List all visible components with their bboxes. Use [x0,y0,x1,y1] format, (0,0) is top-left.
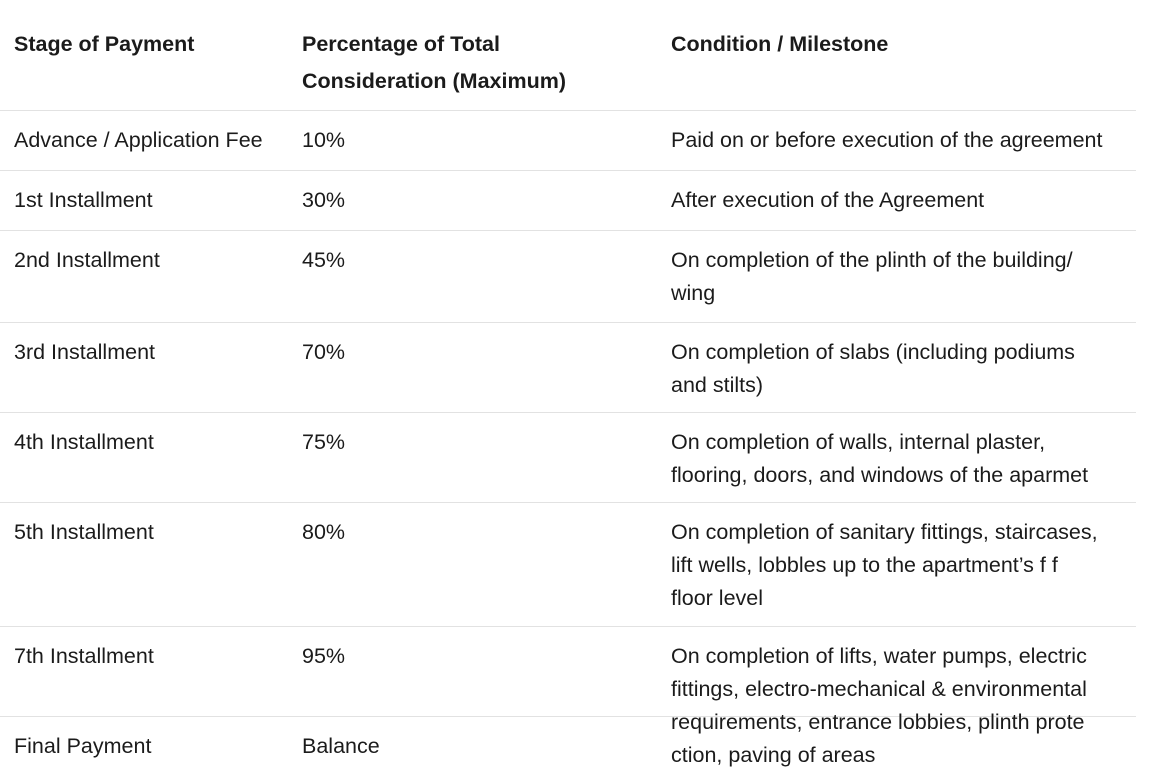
table-cell: 2nd Installment [14,248,160,272]
table-cell: 4th Installment [14,430,154,454]
table-cell: 30% [302,188,346,212]
table-cell: 45% [302,248,346,272]
table-cell: fittings, electro-mechanical & environme… [671,677,1087,701]
table-cell: 3rd Installment [14,340,156,364]
table-cell: Final Payment [14,734,152,758]
table-cell: On completion of slabs (including podium… [671,340,1075,364]
table-cell: On completion of walls, internal plaster… [671,430,1046,454]
table-cell: flooring, doors, and windows of the apar… [671,463,1089,487]
row-divider [0,412,1136,413]
table-cell: 1st Installment [14,188,153,212]
table-cell: 7th Installment [14,644,154,668]
table-cell: On completion of lifts, water pumps, ele… [671,644,1087,668]
table-cell: Paid on or before execution of the agree… [671,128,1103,152]
table-cell: lift wells, lobbles up to the apartment’… [671,553,1058,577]
row-divider [0,502,1136,503]
table-cell: On completion of the plinth of the build… [671,248,1073,272]
header-cell: Condition / Milestone [671,32,889,56]
table-cell: and stilts) [671,373,764,397]
table-cell: 10% [302,128,346,152]
table-cell: wing [671,281,716,305]
header-cell: Stage of Payment [14,32,195,56]
header-cell: Consideration (Maximum) [302,69,566,93]
header-cell: Percentage of Total [302,32,500,56]
table-cell: 70% [302,340,346,364]
row-divider [0,110,1136,111]
table-cell: Balance [302,734,380,758]
table-cell: 80% [302,520,346,544]
table-cell: On completion of sanitary fittings, stai… [671,520,1098,544]
row-divider [0,626,1136,627]
row-divider [0,230,1136,231]
row-divider [0,170,1136,171]
row-divider [0,716,1136,717]
table-cell: Advance / Application Fee [14,128,263,152]
table-cell: requirements, entrance lobbies, plinth p… [671,710,1085,734]
table-cell: floor level [671,586,764,610]
table-cell: ction, paving of areas [671,743,876,767]
table-cell: After execution of the Agreement [671,188,985,212]
row-divider [0,322,1136,323]
table-cell: 95% [302,644,346,668]
table-cell: 5th Installment [14,520,154,544]
table-cell: 75% [302,430,346,454]
